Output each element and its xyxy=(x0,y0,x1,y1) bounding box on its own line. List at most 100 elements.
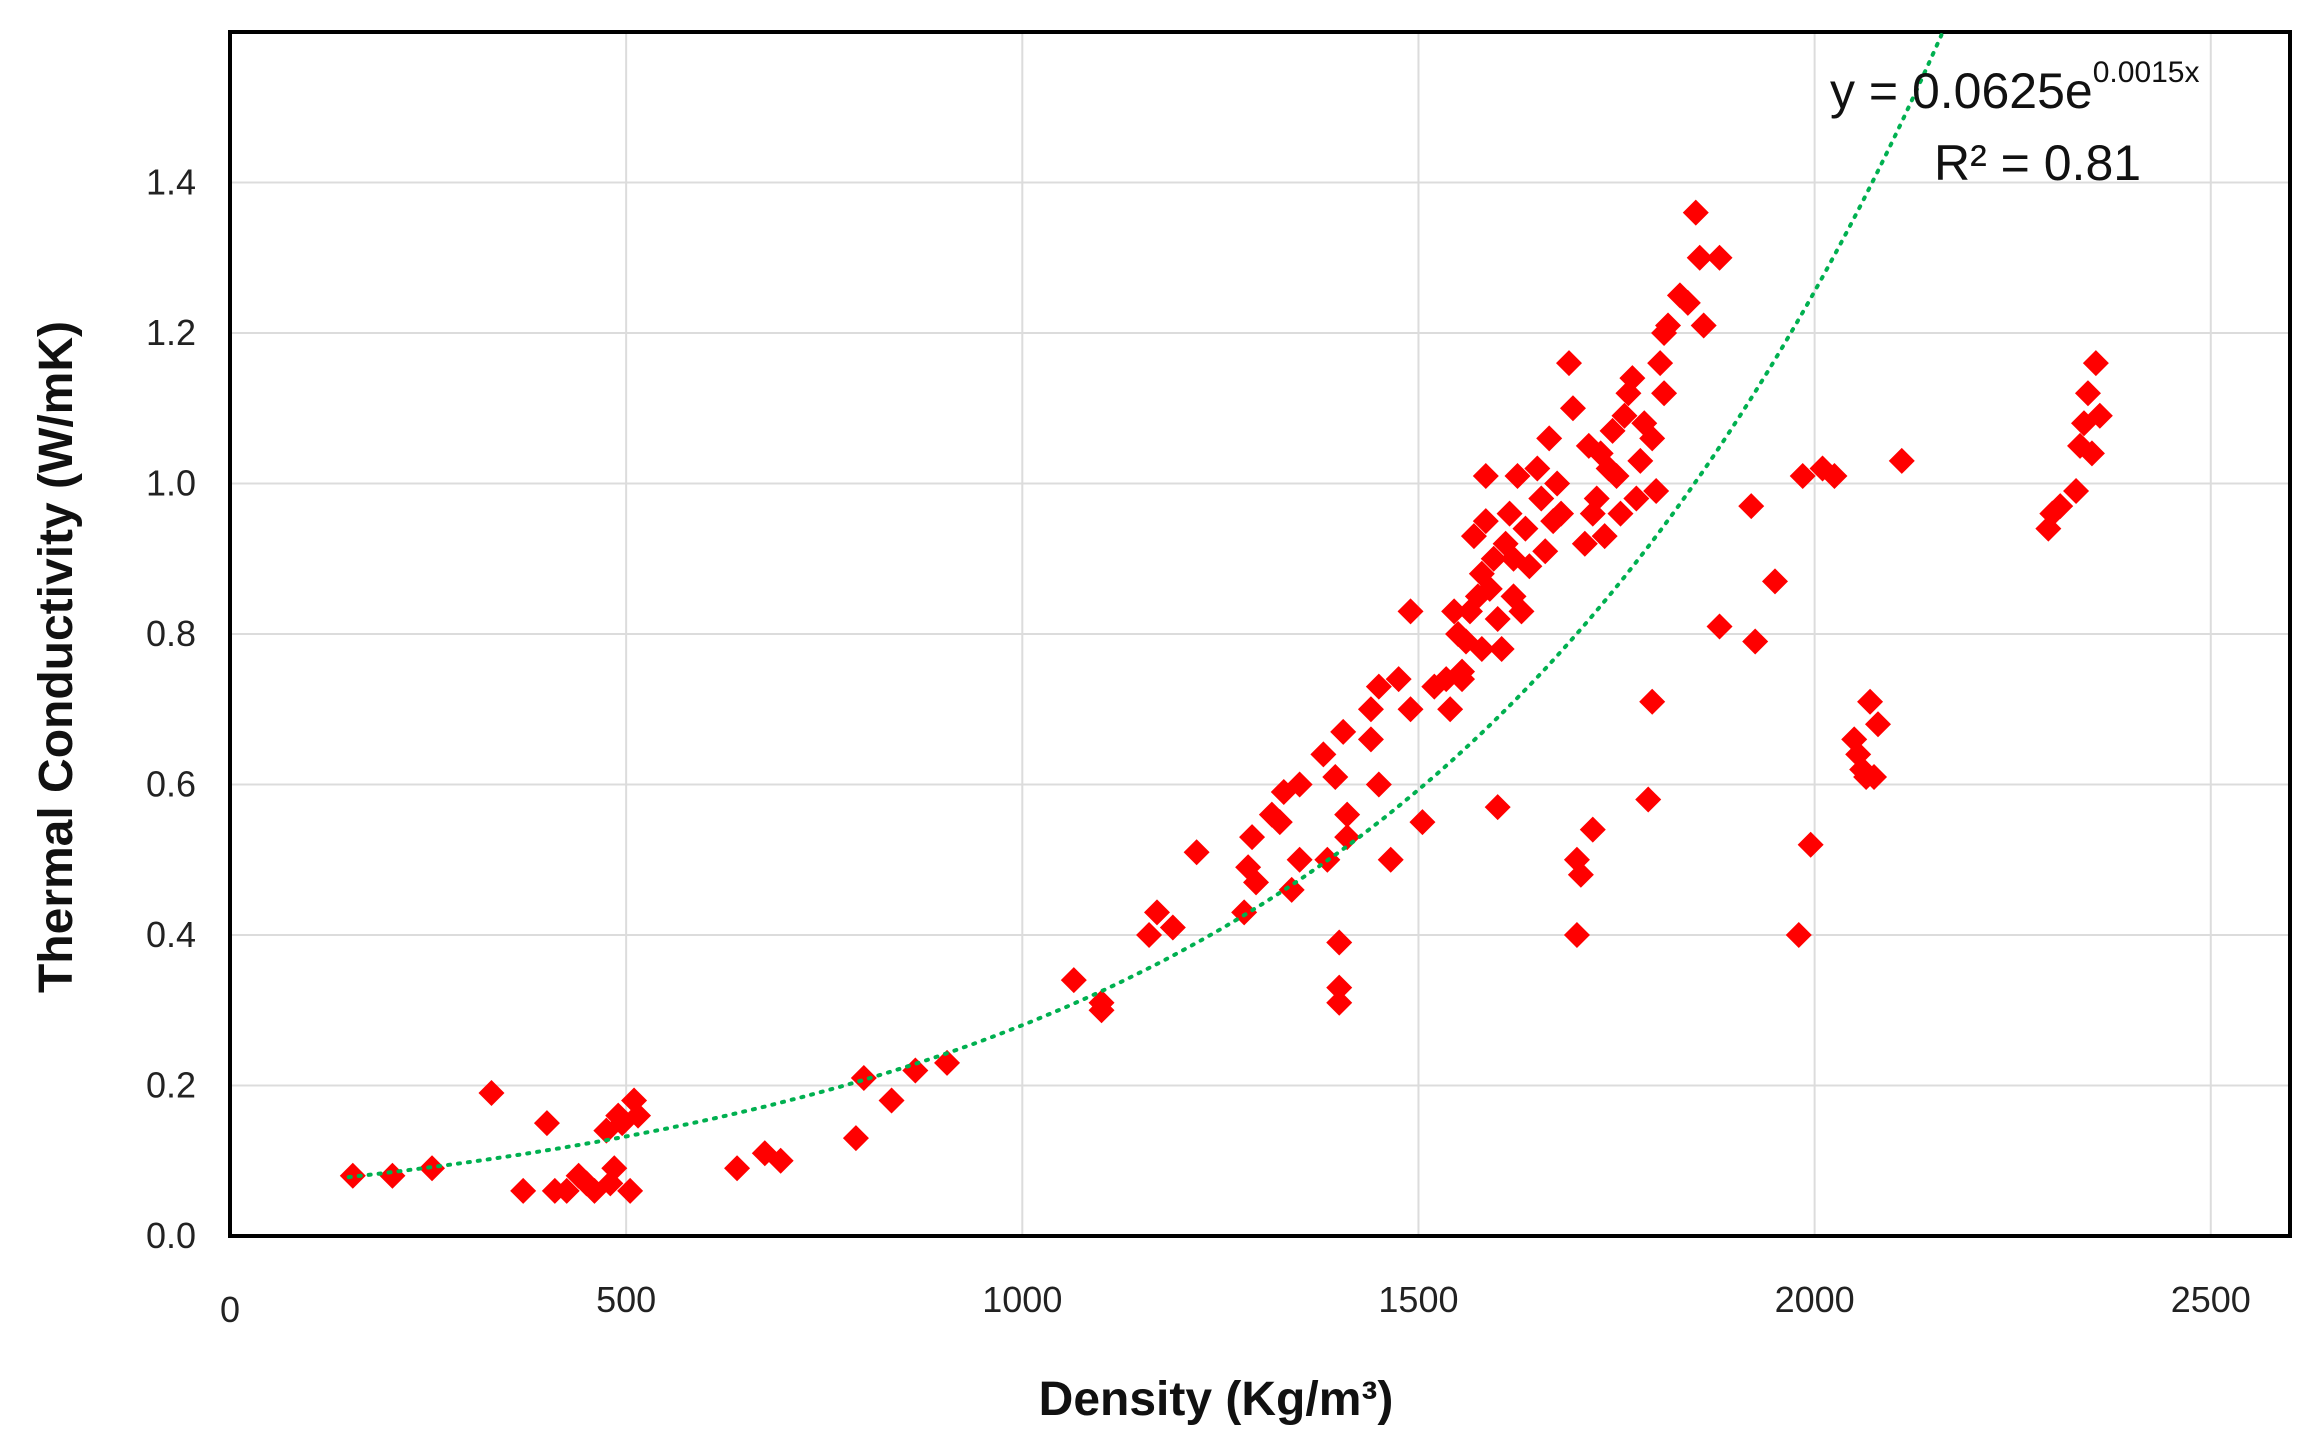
data-point xyxy=(1377,846,1404,873)
data-point xyxy=(1357,726,1384,753)
data-point xyxy=(1286,846,1313,873)
data-point xyxy=(1655,312,1682,339)
data-point xyxy=(1278,876,1305,903)
data-point xyxy=(1472,462,1499,489)
data-point xyxy=(1528,485,1555,512)
data-point xyxy=(1060,967,1087,994)
data-point xyxy=(1326,989,1353,1016)
data-point xyxy=(1508,598,1535,625)
y-tick-label: 0.0 xyxy=(146,1215,196,1256)
data-point xyxy=(1144,899,1170,926)
data-point xyxy=(1548,500,1575,527)
data-point xyxy=(1484,605,1511,632)
data-point xyxy=(1136,922,1163,948)
data-point xyxy=(1488,636,1515,663)
data-point xyxy=(1480,545,1507,572)
data-point xyxy=(625,1102,652,1129)
svg-text:y = 0.0625e0.0015x: y = 0.0625e0.0015x xyxy=(1830,56,2200,119)
data-point xyxy=(1647,350,1674,377)
data-point xyxy=(1682,199,1709,226)
gridlines xyxy=(230,32,2290,1236)
data-point xyxy=(1437,696,1464,723)
data-point xyxy=(2082,350,2109,377)
data-point xyxy=(1516,553,1543,580)
x-tick-label: 2000 xyxy=(1775,1279,1855,1320)
data-point xyxy=(1603,462,1630,489)
data-point xyxy=(1643,478,1670,505)
data-point xyxy=(339,1162,366,1189)
x-tick-label: 500 xyxy=(596,1279,656,1320)
data-point xyxy=(1821,462,1848,489)
data-point xyxy=(1365,771,1392,798)
data-point xyxy=(2086,402,2113,429)
data-point xyxy=(1357,696,1384,723)
data-point xyxy=(1639,688,1666,715)
plot-area-frame xyxy=(228,30,2292,1238)
data-point xyxy=(1183,839,1210,866)
data-point xyxy=(1857,688,1884,715)
data-point xyxy=(1619,365,1646,392)
data-point xyxy=(1690,312,1717,339)
data-point xyxy=(1556,350,1582,377)
data-point xyxy=(1330,718,1357,745)
y-axis-title: Thermal Conductivity (W/mK) xyxy=(30,321,83,993)
data-point xyxy=(1544,470,1571,497)
data-point xyxy=(1472,508,1499,535)
data-point xyxy=(1326,974,1353,1001)
y-tick-label: 0.2 xyxy=(146,1065,196,1106)
data-point xyxy=(1468,636,1495,663)
trendline xyxy=(346,33,1944,1180)
data-point xyxy=(2078,440,2105,467)
data-point xyxy=(1484,794,1511,821)
data-point xyxy=(533,1110,560,1137)
data-point xyxy=(1635,786,1662,813)
data-point xyxy=(1159,914,1186,941)
x-tick-label: 0 xyxy=(220,1289,240,1330)
data-point xyxy=(1888,447,1915,474)
data-points xyxy=(339,199,2113,1204)
data-point xyxy=(1785,922,1812,948)
data-point xyxy=(1322,763,1349,790)
data-point xyxy=(1266,809,1293,836)
x-tick-label: 1500 xyxy=(1378,1279,1458,1320)
data-point xyxy=(1861,763,1888,790)
data-point xyxy=(1865,711,1891,738)
data-point xyxy=(2063,478,2090,505)
data-point xyxy=(1476,575,1503,602)
y-tick-labels: 0.0 0.2 0.4 0.6 0.8 1.0 1.2 1.4 xyxy=(146,162,196,1257)
data-point xyxy=(1409,809,1436,836)
data-point xyxy=(724,1155,751,1182)
data-point xyxy=(1797,831,1824,858)
data-point xyxy=(767,1147,794,1174)
equation-base: y = 0.0625e xyxy=(1830,63,2093,119)
data-point xyxy=(1583,485,1610,512)
x-tick-label: 1000 xyxy=(982,1279,1062,1320)
equation-exponent: 0.0015x xyxy=(2093,56,2200,89)
data-point xyxy=(1365,673,1392,700)
data-point xyxy=(478,1080,505,1107)
data-point xyxy=(1591,523,1618,550)
data-point xyxy=(2047,493,2074,520)
data-point xyxy=(1512,515,1539,542)
y-tick-label: 0.8 xyxy=(146,613,196,654)
data-point xyxy=(1239,824,1266,851)
data-point xyxy=(419,1155,446,1182)
x-tick-label: 2500 xyxy=(2171,1279,2251,1320)
data-point xyxy=(1789,462,1816,489)
data-point xyxy=(1607,500,1634,527)
data-point xyxy=(1524,455,1551,482)
data-point xyxy=(2074,380,2101,407)
data-point xyxy=(1460,523,1487,550)
data-point xyxy=(1563,922,1590,948)
data-point xyxy=(1334,801,1361,828)
data-point xyxy=(1742,628,1769,655)
data-point xyxy=(1532,538,1559,565)
data-point xyxy=(878,1087,905,1114)
data-point xyxy=(1579,816,1606,843)
data-point xyxy=(553,1177,580,1204)
data-point xyxy=(934,1049,961,1076)
data-point xyxy=(1286,771,1313,798)
data-point xyxy=(1623,485,1650,512)
